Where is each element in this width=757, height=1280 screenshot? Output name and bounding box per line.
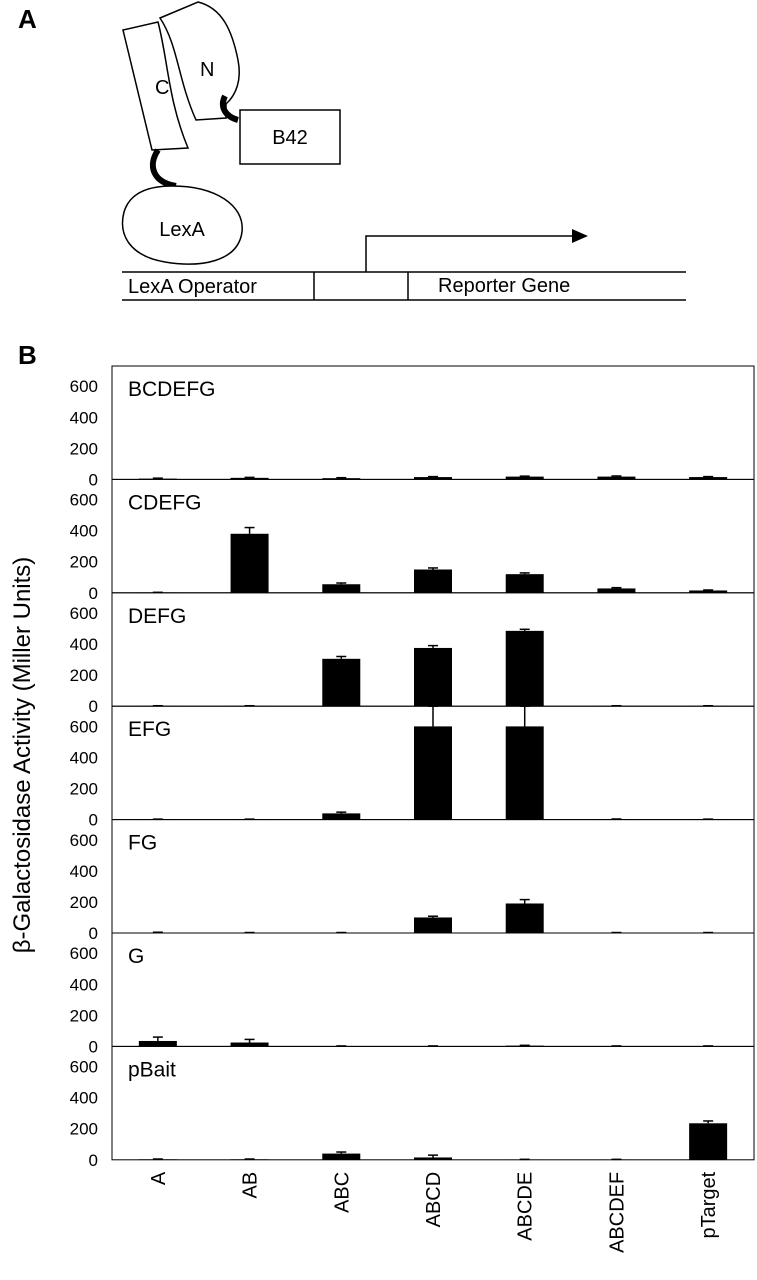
dna-label: LexA Operator — [128, 276, 257, 298]
domain-label: B42 — [272, 127, 308, 149]
y-tick-label: 400 — [70, 748, 98, 767]
y-tick-label: 0 — [89, 924, 98, 943]
x-tick-label: ABCDE — [515, 1172, 537, 1241]
y-tick-label: 400 — [70, 975, 98, 994]
y-tick-label: 200 — [70, 1120, 98, 1139]
panel-title: G — [128, 945, 144, 968]
x-tick-label: pTarget — [698, 1171, 720, 1238]
bar — [414, 647, 452, 707]
panel-title: EFG — [128, 718, 171, 741]
y-tick-label: 0 — [89, 811, 98, 830]
domain-n — [158, 1, 240, 121]
y-tick-label: 200 — [70, 666, 98, 685]
y-tick-label: 0 — [89, 470, 98, 489]
y-axis-label: β-Galactosidase Activity (Miller Units) — [9, 557, 36, 954]
bar — [505, 726, 544, 820]
plot-frame — [111, 1045, 755, 1161]
bar — [414, 726, 452, 820]
x-tick-label: ABC — [331, 1172, 353, 1213]
bar — [414, 569, 452, 593]
bar — [597, 588, 636, 593]
bar — [138, 1040, 177, 1047]
y-tick-label: 200 — [70, 553, 98, 572]
domain-c — [122, 21, 190, 151]
domain-label: C — [155, 77, 169, 99]
y-tick-label: 600 — [70, 1058, 98, 1077]
bar — [414, 917, 452, 933]
domain-label: LexA — [159, 219, 205, 241]
y-tick-label: 600 — [70, 491, 98, 510]
y-tick-label: 200 — [70, 893, 98, 912]
y-tick-label: 400 — [70, 522, 98, 541]
plot-frame — [111, 932, 755, 1047]
y-tick-label: 200 — [70, 439, 98, 458]
y-tick-label: 0 — [89, 584, 98, 603]
panel-title: DEFG — [128, 605, 186, 628]
panel-title: pBait — [128, 1058, 176, 1081]
bar — [322, 584, 361, 593]
bar — [322, 1153, 361, 1160]
y-tick-label: 0 — [89, 1151, 98, 1170]
domain-label: N — [200, 59, 214, 81]
x-tick-label: AB — [240, 1172, 262, 1199]
y-tick-label: 400 — [70, 862, 98, 881]
y-tick-label: 600 — [70, 604, 98, 623]
y-tick-label: 200 — [70, 780, 98, 799]
y-tick-label: 600 — [70, 377, 98, 396]
bar — [505, 574, 544, 593]
bar — [505, 903, 544, 933]
dna-label: Reporter Gene — [438, 275, 570, 297]
panel-title: CDEFG — [128, 491, 202, 514]
y-tick-label: 400 — [70, 1089, 98, 1108]
x-tick-label: ABCDEF — [606, 1172, 628, 1253]
bar — [322, 813, 361, 820]
x-tick-label: ABCD — [423, 1172, 445, 1228]
arrow-head — [572, 229, 588, 243]
lexa-shape — [121, 185, 243, 265]
bar — [505, 630, 544, 707]
bar — [230, 1042, 269, 1047]
bar — [689, 1123, 728, 1160]
bar — [597, 476, 636, 480]
linker — [149, 148, 177, 189]
b42-box — [239, 109, 341, 165]
bar — [230, 533, 269, 593]
panel-title: FG — [128, 832, 157, 855]
bar — [414, 1157, 452, 1160]
y-tick-label: 0 — [89, 697, 98, 716]
panel-label: B — [18, 340, 37, 370]
y-tick-label: 600 — [70, 717, 98, 736]
y-tick-label: 600 — [70, 831, 98, 850]
bar — [322, 658, 361, 707]
x-tick-label: A — [148, 1171, 170, 1185]
bar — [322, 478, 361, 480]
promoter-arrow — [365, 235, 575, 272]
linker — [219, 94, 240, 123]
bar — [505, 476, 544, 480]
panel-label: A — [18, 4, 37, 34]
y-tick-label: 200 — [70, 1006, 98, 1025]
y-tick-label: 600 — [70, 944, 98, 963]
y-tick-label: 0 — [89, 1037, 98, 1056]
bar — [414, 477, 452, 480]
y-tick-label: 400 — [70, 635, 98, 654]
bar — [689, 590, 728, 593]
bar — [230, 477, 269, 480]
panel-title: BCDEFG — [128, 378, 216, 401]
bar — [689, 477, 728, 480]
y-tick-label: 400 — [70, 408, 98, 427]
